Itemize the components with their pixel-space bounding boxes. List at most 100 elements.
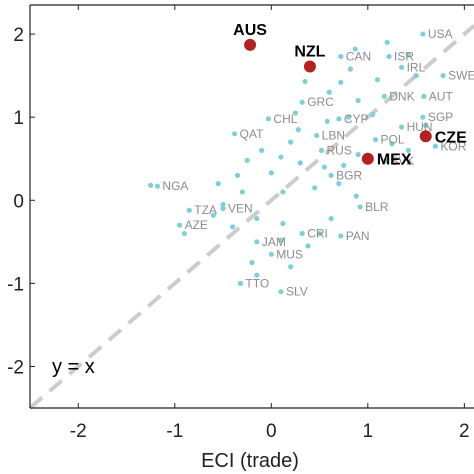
point-label-usa: USA <box>428 27 453 41</box>
data-point <box>249 259 255 266</box>
data-point <box>244 157 250 163</box>
data-point <box>328 215 334 222</box>
point-label-jam: JAM <box>262 235 286 249</box>
point-label-ven: VEN <box>228 202 253 216</box>
data-point <box>268 170 274 176</box>
data-point-irl <box>399 64 405 70</box>
data-point <box>302 78 308 85</box>
point-label-chl: CHL <box>273 112 297 126</box>
point-label-cyp: CYP <box>344 112 369 126</box>
data-point <box>341 162 347 168</box>
data-point-rus <box>318 147 325 154</box>
data-point-aze <box>177 222 183 228</box>
highlight-point-nzl <box>303 60 316 73</box>
data-point-svk <box>382 158 388 164</box>
data-point-swe <box>440 73 446 79</box>
y-tick-label: -2 <box>7 357 24 378</box>
data-point <box>295 127 301 133</box>
data-point-lbn <box>314 132 320 139</box>
y-tick-label: 2 <box>13 25 24 46</box>
point-label-mus: MUS <box>276 247 303 261</box>
highlight-point-mex <box>361 152 374 165</box>
data-point <box>254 272 260 278</box>
data-point <box>405 52 411 58</box>
data-point-grc <box>299 99 305 105</box>
data-point-bgr <box>328 172 334 178</box>
data-point <box>326 89 332 95</box>
data-point <box>210 212 216 218</box>
data-point <box>374 77 381 83</box>
data-point <box>413 73 419 79</box>
point-label-irl: IRL <box>407 60 426 74</box>
data-point <box>355 97 361 104</box>
data-point-blr <box>357 204 363 210</box>
data-point <box>321 164 327 170</box>
x-tick-label: 2 <box>459 421 470 442</box>
point-label-grc: GRC <box>307 95 334 109</box>
data-point <box>423 122 429 129</box>
data-point-ven <box>220 205 226 212</box>
point-label-qat: QAT <box>240 127 264 141</box>
data-point <box>384 39 390 45</box>
point-label-blr: BLR <box>365 200 389 214</box>
data-point-kor <box>432 143 438 149</box>
data-point <box>297 160 303 166</box>
x-tick-label: 0 <box>266 421 277 442</box>
data-points-group <box>148 31 446 295</box>
data-point-isr <box>386 53 392 60</box>
data-point <box>292 110 299 116</box>
data-point-qat <box>232 131 238 137</box>
point-label-can: CAN <box>346 50 371 64</box>
data-point <box>338 79 344 85</box>
point-label-svk: SVK <box>390 154 414 168</box>
data-point-jam <box>254 239 260 245</box>
data-point-sgp <box>420 114 426 120</box>
data-point-dnk <box>381 93 387 100</box>
axes-group: -2 -1 0 1 2 -2 -1 0 1 2 <box>7 4 474 442</box>
y-tick-label: 1 <box>13 108 24 129</box>
data-point <box>259 147 265 154</box>
data-point-can <box>338 53 344 60</box>
point-label-pan: PAN <box>346 229 370 243</box>
data-point <box>355 151 361 158</box>
reference-line-group <box>28 24 474 410</box>
point-label-isr: ISR <box>394 50 414 64</box>
reference-line-label: y = x <box>52 356 95 378</box>
data-point <box>280 189 286 195</box>
data-point <box>280 220 286 227</box>
y-tick-label: -1 <box>7 274 24 295</box>
point-label-nga: NGA <box>162 179 188 193</box>
data-point-aut <box>421 93 427 100</box>
data-point-cri <box>299 230 305 237</box>
data-point-tza <box>186 207 192 213</box>
data-point <box>352 46 358 52</box>
data-point <box>353 193 359 199</box>
data-point-chl <box>265 116 272 122</box>
data-point <box>316 230 323 237</box>
point-label-pol: POL <box>381 133 405 147</box>
data-point <box>305 243 311 249</box>
data-point-pol <box>372 137 379 143</box>
highlight-label-aus: AUS <box>233 22 267 39</box>
data-point-nga <box>154 183 161 189</box>
data-point <box>148 182 154 188</box>
point-label-tto: TTO <box>245 276 269 290</box>
point-label-kor: KOR <box>440 139 466 153</box>
data-point <box>254 215 260 222</box>
data-point <box>336 181 342 187</box>
data-point-cyp <box>336 116 342 122</box>
data-point <box>278 154 284 160</box>
highlight-label-nzl: NZL <box>294 43 325 60</box>
point-label-lbn: LBN <box>322 128 345 142</box>
data-point <box>230 224 236 230</box>
data-point <box>215 181 221 187</box>
data-point <box>312 185 318 191</box>
point-label-bgr: BGR <box>336 168 362 182</box>
highlight-label-mex: MEX <box>377 152 412 169</box>
highlight-point-aus <box>244 38 257 51</box>
highlight-label-cze: CZE <box>435 129 467 146</box>
data-point-pan <box>338 233 344 239</box>
point-label-sgp: SGP <box>428 110 453 124</box>
